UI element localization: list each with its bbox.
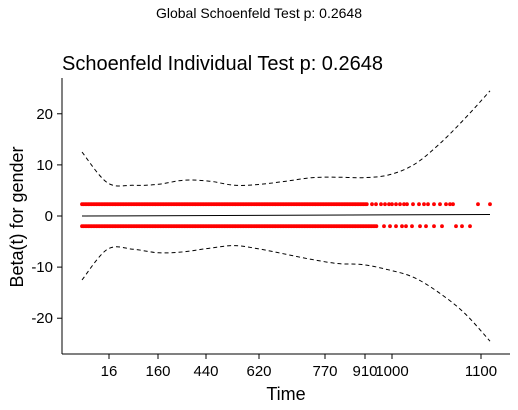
residual-point — [404, 224, 408, 229]
y-tick-label: -20 — [31, 310, 53, 327]
residual-point — [448, 202, 452, 207]
residual-point — [370, 202, 374, 207]
confidence-band — [81, 90, 491, 342]
residual-point — [451, 202, 455, 207]
residual-point — [418, 224, 422, 229]
residual-point — [394, 224, 398, 229]
residual-point — [476, 202, 480, 207]
band-upper-line — [81, 90, 491, 187]
residual-point — [390, 202, 394, 207]
residual-point — [417, 202, 421, 207]
chart-title: Schoenfeld Individual Test p: 0.2648 — [62, 53, 383, 75]
residual-point — [460, 224, 464, 229]
residual-point — [374, 224, 379, 229]
residual-point — [398, 202, 402, 207]
chart-suptitle: Global Schoenfeld Test p: 0.2648 — [156, 5, 362, 21]
residual-point — [400, 224, 404, 229]
x-axis-label: Time — [266, 384, 305, 404]
x-tick-label: 620 — [246, 363, 271, 380]
y-tick-label: 10 — [36, 157, 53, 174]
residual-point — [440, 224, 444, 229]
residual-point — [374, 202, 378, 207]
x-tick-label: 910 — [352, 363, 377, 380]
residual-point — [454, 224, 458, 229]
x-tick-label: 770 — [312, 363, 337, 380]
residual-point — [402, 202, 406, 207]
residual-point — [364, 202, 369, 207]
x-tick-label: 440 — [193, 363, 218, 380]
residual-points — [80, 202, 492, 229]
residual-point — [432, 202, 436, 207]
x-tick-label: 16 — [101, 363, 118, 380]
y-tick-label: -10 — [31, 259, 53, 276]
residual-point — [426, 202, 430, 207]
residual-point — [410, 224, 414, 229]
residual-point — [387, 202, 391, 207]
residual-point — [468, 224, 472, 229]
residual-point — [388, 224, 392, 229]
residual-point — [432, 224, 436, 229]
residual-point — [383, 202, 387, 207]
y-axis: 20 10 0 -10 -20 — [31, 78, 63, 354]
y-tick-label: 20 — [36, 106, 53, 123]
fit-line-layer — [81, 213, 491, 217]
residual-point — [488, 202, 492, 207]
residual-point — [405, 202, 409, 207]
residual-point — [382, 224, 386, 229]
residual-point — [424, 224, 428, 229]
residual-point — [422, 202, 426, 207]
residual-point — [379, 202, 383, 207]
residual-point — [411, 202, 415, 207]
y-axis-label: Beta(t) for gender — [7, 146, 27, 287]
residual-point — [394, 202, 398, 207]
residual-point — [438, 202, 442, 207]
residual-point — [444, 202, 448, 207]
x-tick-label: 160 — [145, 363, 170, 380]
fit-line — [81, 213, 491, 217]
band-lower-line — [81, 245, 491, 342]
x-tick-label: 1000 — [375, 363, 408, 380]
y-tick-label: 0 — [45, 208, 53, 225]
x-tick-label: 1100 — [465, 363, 497, 380]
